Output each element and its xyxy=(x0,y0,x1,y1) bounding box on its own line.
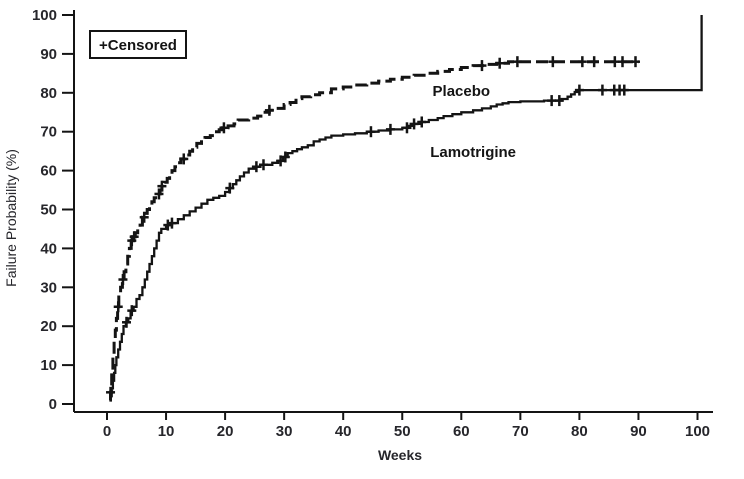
x-tick-label: 40 xyxy=(335,423,352,440)
x-tick-label: 80 xyxy=(571,423,588,440)
y-tick-label: 20 xyxy=(40,318,57,335)
x-tick-label: 10 xyxy=(158,423,175,440)
series-label-lamotrigine: Lamotrigine xyxy=(430,144,516,161)
curve-placebo xyxy=(109,60,639,402)
legend-label: +Censored xyxy=(99,37,177,54)
x-tick-label: 90 xyxy=(630,423,647,440)
curve-lamotrigine xyxy=(109,15,703,402)
series-curves-layer xyxy=(109,15,703,402)
y-tick-label: 70 xyxy=(40,124,57,141)
y-tick-label: 80 xyxy=(40,85,57,102)
x-tick-label: 100 xyxy=(685,423,710,440)
y-tick-label: 100 xyxy=(32,7,57,24)
y-tick-label: 50 xyxy=(40,202,57,219)
y-axis-title: Failure Probability (%) xyxy=(3,149,19,287)
y-tick-label: 10 xyxy=(40,357,57,374)
series-label-placebo: Placebo xyxy=(433,83,491,100)
y-tick-label: 60 xyxy=(40,163,57,180)
y-tick-label: 90 xyxy=(40,46,57,63)
y-tick-label: 30 xyxy=(40,279,57,296)
x-tick-label: 20 xyxy=(217,423,234,440)
x-tick-label: 0 xyxy=(103,423,111,440)
y-tick-label: 40 xyxy=(40,240,57,257)
censored-marks-placebo xyxy=(106,56,640,398)
y-tick-label: 0 xyxy=(49,396,57,413)
censored-marks-layer xyxy=(106,56,640,398)
legend: +Censored xyxy=(89,30,187,59)
x-tick-label: 50 xyxy=(394,423,411,440)
censored-marks-lamotrigine xyxy=(121,84,629,328)
x-axis-title: Weeks xyxy=(378,447,422,463)
x-tick-label: 30 xyxy=(276,423,293,440)
legend-box xyxy=(89,30,187,59)
x-tick-label: 60 xyxy=(453,423,470,440)
x-tick-label: 70 xyxy=(512,423,529,440)
axes: 0 10 20 30 40 50 60 70 80 90 100 0 10 20 30 40 50 60 70 80 9… xyxy=(32,7,713,440)
